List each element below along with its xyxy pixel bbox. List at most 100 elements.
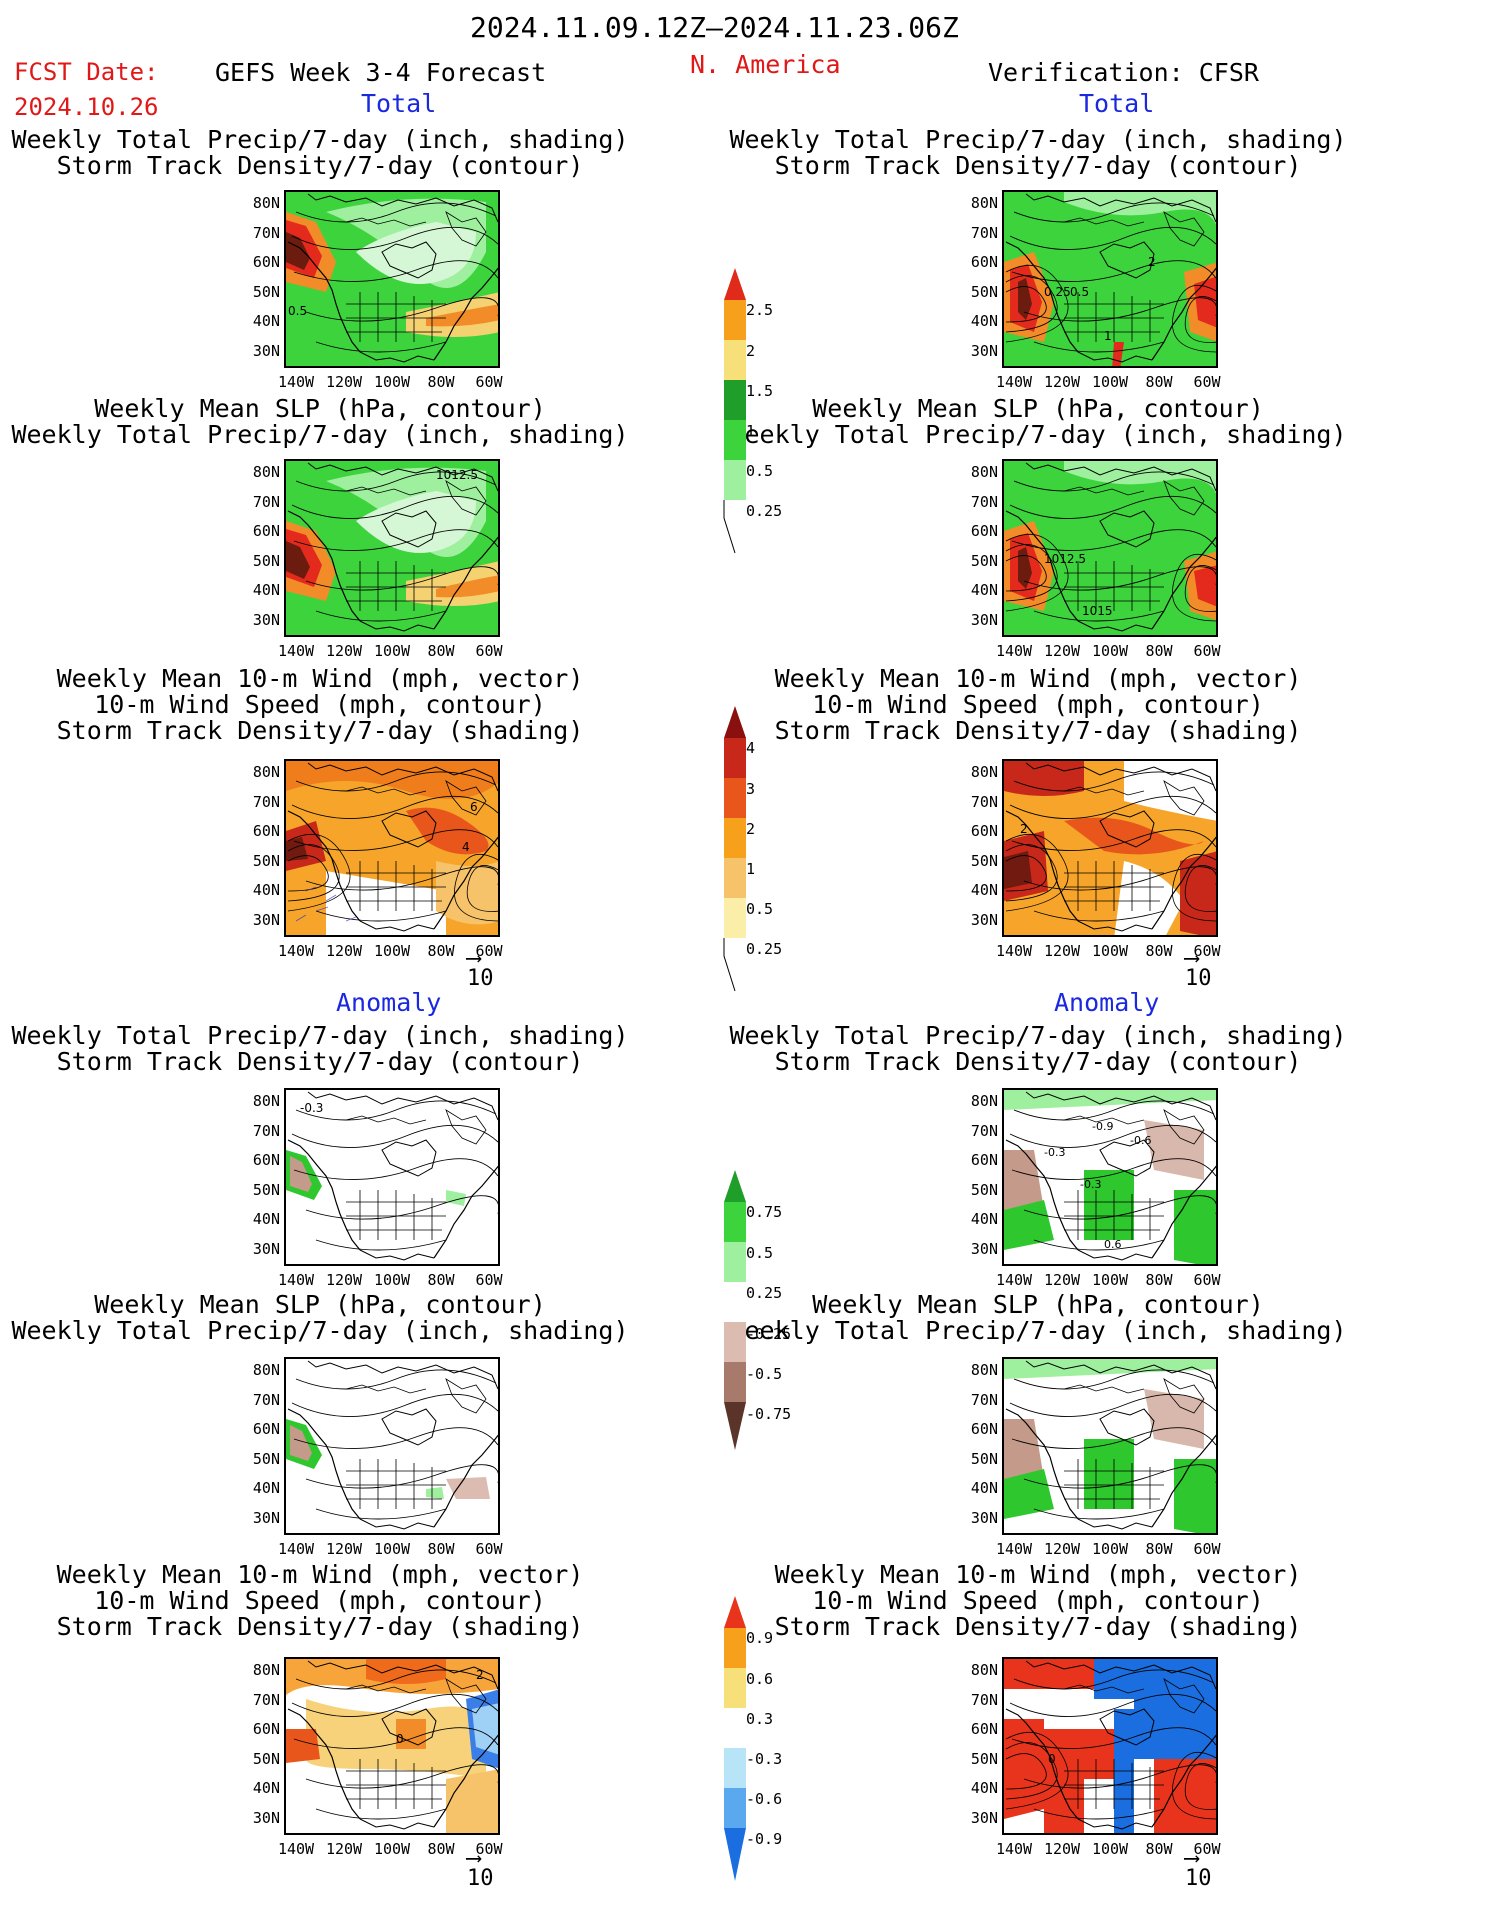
- lon-tick-label: 60W: [475, 1271, 503, 1289]
- cb-storm-anom-label: 0.9: [746, 1629, 774, 1647]
- date-range-title: 2024.11.09.12Z—2024.11.23.06Z: [470, 11, 959, 44]
- lat-tick-label: 50N: [252, 551, 280, 570]
- svg-text:2: 2: [1020, 822, 1028, 836]
- svg-text:1015: 1015: [1082, 604, 1113, 618]
- lon-tick-label: 80W: [1145, 1840, 1173, 1858]
- lat-tick-label: 60N: [970, 1720, 998, 1738]
- lat-tick-label: 30N: [252, 910, 280, 929]
- lat-tick-label: 40N: [970, 581, 998, 599]
- panel-title-ver-precip-total: Weekly Total Precip/7-day (inch, shading…: [729, 125, 1347, 180]
- vector-ref-fcst-total: ⟶ 10: [467, 946, 494, 992]
- lat-tick-label: 70N: [970, 223, 998, 242]
- verification-title: Verification: CFSR: [988, 58, 1259, 87]
- lat-tick-label: 50N: [970, 551, 998, 570]
- lon-tick-label: 60W: [475, 1840, 503, 1858]
- lat-tick-label: 30N: [252, 1508, 280, 1527]
- svg-text:-0.3: -0.3: [1044, 1146, 1065, 1159]
- lon-tick-label: 80W: [427, 642, 455, 660]
- panel-title-fcst-precip-total: Weekly Total Precip/7-day (inch, shading…: [11, 125, 629, 180]
- section-total-right: Total: [1079, 89, 1155, 118]
- lat-tick-label: 80N: [970, 1661, 998, 1679]
- lat-tick-label: 50N: [970, 851, 998, 870]
- lat-tick-label: 30N: [252, 341, 280, 360]
- lon-tick-label: 140W: [995, 1840, 1033, 1858]
- lon-tick-label: 60W: [1193, 373, 1221, 391]
- cb-storm-anom-label: -0.6: [746, 1790, 783, 1808]
- lat-tick-label: 60N: [970, 1151, 998, 1169]
- map-fcst-wind-anom: 2 0: [284, 1657, 500, 1835]
- lon-tick-label: 120W: [1043, 942, 1081, 960]
- cb-precip-anom-label: -0.75: [746, 1405, 792, 1423]
- section-total-left: Total: [361, 89, 437, 118]
- cb-storm-total-label: 2: [746, 820, 756, 838]
- lat-tick-label: 70N: [970, 1390, 998, 1409]
- lat-tick-label: 70N: [252, 1390, 280, 1409]
- panel-title-fcst-precip-anom: Weekly Total Precip/7-day (inch, shading…: [11, 1021, 629, 1076]
- lat-tick-label: 30N: [970, 1239, 998, 1258]
- lon-tick-label: 120W: [1043, 1840, 1081, 1858]
- lat-tick-label: 70N: [252, 1121, 280, 1140]
- map-ver-wind-anom: 0: [1002, 1657, 1218, 1835]
- lon-tick-label: 140W: [277, 942, 315, 960]
- colorbar-storm-anom: [724, 1596, 746, 1881]
- svg-text:-0.6: -0.6: [1130, 1134, 1151, 1147]
- lat-tick-label: 30N: [970, 341, 998, 360]
- lat-tick-label: 50N: [970, 282, 998, 301]
- lat-tick-label: 60N: [252, 822, 280, 840]
- lon-tick-label: 120W: [325, 373, 363, 391]
- lat-tick-label: 30N: [970, 1508, 998, 1527]
- vector-ref-ver-total: ⟶ 10: [1185, 946, 1212, 992]
- lat-tick-label: 80N: [970, 1361, 998, 1379]
- lon-tick-label: 80W: [1145, 642, 1173, 660]
- cb-precip-total-label: 1.5: [746, 382, 774, 400]
- lat-tick-label: 70N: [252, 1690, 280, 1709]
- lon-tick-label: 100W: [1091, 642, 1129, 660]
- panel-title-fcst-wind-anom: Weekly Mean 10-m Wind (mph, vector) 10-m…: [56, 1560, 584, 1641]
- lat-tick-label: 40N: [252, 1210, 280, 1228]
- lat-tick-label: 80N: [970, 194, 998, 212]
- lon-tick-label: 120W: [325, 1271, 363, 1289]
- lon-tick-label: 60W: [475, 942, 503, 960]
- lon-tick-label: 140W: [995, 642, 1033, 660]
- lon-tick-label: 140W: [995, 373, 1033, 391]
- lat-tick-label: 40N: [970, 1479, 998, 1497]
- lon-tick-label: 140W: [277, 1840, 315, 1858]
- colorbar-precip-anom: [724, 1170, 746, 1450]
- lon-tick-label: 100W: [373, 1271, 411, 1289]
- svg-text:0: 0: [396, 1732, 404, 1746]
- cb-storm-anom-label: -0.3: [746, 1750, 783, 1768]
- lat-tick-label: 70N: [970, 1121, 998, 1140]
- svg-text:0.6: 0.6: [1104, 1238, 1122, 1251]
- lat-tick-label: 30N: [252, 1808, 280, 1827]
- cb-storm-anom-label: -0.9: [746, 1830, 783, 1848]
- lat-tick-label: 70N: [970, 492, 998, 511]
- panel-title-fcst-slp-total: Weekly Mean SLP (hPa, contour) Weekly To…: [11, 394, 629, 449]
- lat-tick-label: 60N: [970, 522, 998, 540]
- lat-tick-label: 60N: [252, 1151, 280, 1169]
- lon-tick-label: 120W: [325, 1840, 363, 1858]
- lat-tick-label: 40N: [252, 1779, 280, 1797]
- map-ver-precip-total: 0.25 0.5 2 1: [1002, 190, 1218, 368]
- lat-tick-label: 60N: [252, 1720, 280, 1738]
- arrow-right-icon: ⟶: [1185, 1846, 1199, 1871]
- lat-tick-label: 30N: [970, 1808, 998, 1827]
- lon-tick-label: 80W: [1145, 1540, 1173, 1558]
- lat-tick-label: 40N: [252, 581, 280, 599]
- lat-tick-label: 80N: [970, 763, 998, 781]
- lon-tick-label: 140W: [995, 1540, 1033, 1558]
- lon-tick-label: 120W: [325, 942, 363, 960]
- lon-tick-label: 100W: [1091, 1540, 1129, 1558]
- cb-storm-anom-label: 0.3: [746, 1710, 774, 1728]
- cb-precip-total-label: 0.5: [746, 462, 774, 480]
- lon-tick-label: 120W: [325, 642, 363, 660]
- lat-tick-label: 40N: [252, 1479, 280, 1497]
- lon-tick-label: 60W: [1193, 642, 1221, 660]
- lon-tick-label: 80W: [427, 942, 455, 960]
- lon-tick-label: 120W: [1043, 642, 1081, 660]
- cb-precip-total-label: 2: [746, 342, 756, 360]
- cb-storm-total-label: 0.25: [746, 940, 783, 958]
- lon-tick-label: 120W: [1043, 373, 1081, 391]
- lat-tick-label: 60N: [252, 253, 280, 271]
- svg-text:0.5: 0.5: [288, 304, 307, 318]
- lat-tick-label: 70N: [970, 792, 998, 811]
